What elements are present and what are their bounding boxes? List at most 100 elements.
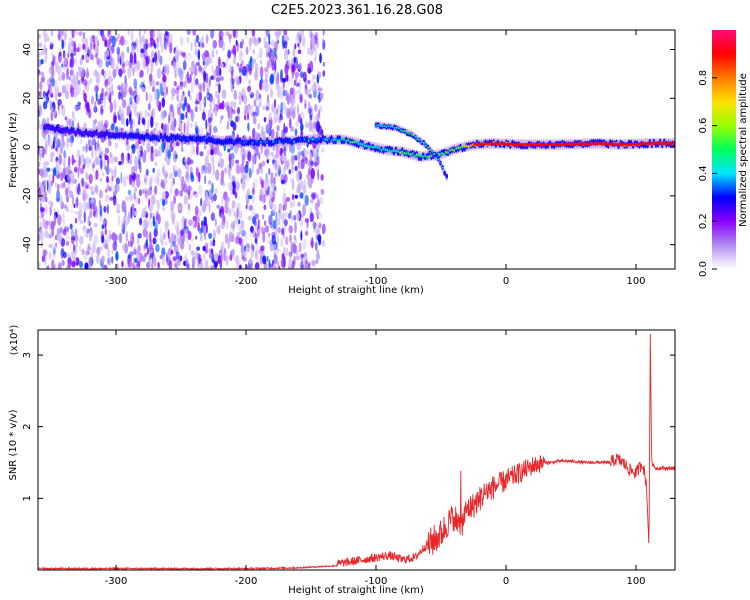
main-ridge-core [320, 139, 323, 142]
noise-speckle [288, 258, 292, 269]
noise-speckle [294, 221, 297, 234]
noise-speckle [285, 247, 289, 257]
noise-speckle [255, 69, 259, 78]
noise-speckle [185, 164, 190, 172]
noise-speckle [60, 226, 63, 234]
main-ridge-core [420, 154, 422, 158]
main-ridge-core [160, 136, 162, 140]
noise-speckle [213, 253, 219, 262]
noise-speckle [99, 177, 103, 182]
noise-speckle [306, 89, 310, 97]
main-ridge-core [189, 136, 192, 140]
noise-speckle [81, 66, 85, 79]
noise-speckle [289, 76, 294, 84]
noise-speckle [202, 245, 206, 252]
noise-speckle [303, 149, 308, 158]
noise-speckle [190, 122, 193, 129]
noise-speckle [265, 30, 269, 38]
noise-speckle [256, 37, 260, 46]
noise-speckle [112, 199, 117, 207]
noise-speckle [139, 37, 142, 50]
main-ridge-core [295, 139, 298, 143]
main-ridge-core [303, 137, 306, 141]
noise-speckle [58, 51, 62, 57]
noise-speckle [265, 125, 268, 131]
noise-speckle [131, 65, 134, 73]
noise-speckle [85, 193, 89, 200]
noise-speckle [204, 163, 207, 175]
noise-speckle [264, 67, 269, 72]
noise-speckle [311, 74, 314, 83]
noise-speckle [100, 158, 103, 170]
noise-speckle [156, 168, 161, 178]
noise-speckle [52, 140, 55, 149]
noise-speckle [205, 119, 208, 130]
noise-speckle [289, 117, 292, 129]
noise-speckle [99, 150, 104, 156]
spectrogram-cells [38, 30, 675, 269]
main-ridge-core [230, 141, 233, 145]
noise-speckle [79, 68, 82, 78]
noise-speckle [208, 248, 213, 254]
noise-speckle [126, 118, 129, 127]
main-ridge-core [282, 140, 285, 144]
noise-speckle [271, 196, 275, 203]
noise-speckle [76, 159, 81, 168]
noise-speckle [77, 184, 81, 193]
noise-speckle [233, 211, 236, 217]
main-ridge-core [316, 139, 318, 143]
noise-speckle [241, 88, 246, 96]
noise-speckle [118, 39, 121, 45]
noise-speckle [148, 221, 153, 229]
noise-speckle [93, 204, 97, 215]
noise-speckle [275, 159, 278, 172]
noise-speckle [184, 230, 188, 239]
noise-speckle [94, 118, 98, 124]
noise-speckle [299, 30, 305, 37]
noise-speckle [267, 185, 270, 196]
noise-speckle [44, 55, 47, 64]
noise-speckle [305, 259, 308, 264]
noise-speckle [50, 106, 54, 112]
noise-speckle [195, 34, 200, 43]
noise-speckle [245, 245, 248, 254]
noise-speckle [74, 210, 79, 215]
noise-speckle [183, 155, 186, 164]
main-ridge-core [403, 151, 406, 155]
noise-speckle [252, 33, 256, 45]
noise-speckle [247, 151, 252, 162]
noise-speckle [288, 213, 291, 219]
noise-speckle [160, 40, 165, 48]
noise-speckle [166, 252, 168, 263]
noise-speckle [106, 204, 109, 215]
noise-speckle [150, 150, 154, 162]
noise-speckle [208, 77, 211, 87]
noise-speckle [228, 112, 233, 122]
main-ridge-core [338, 139, 341, 142]
noise-speckle [253, 177, 258, 189]
noise-speckle [154, 237, 157, 244]
main-ridge-core [328, 137, 331, 141]
noise-speckle [302, 71, 307, 83]
noise-speckle [308, 182, 313, 189]
noise-speckle [166, 35, 170, 48]
noise-speckle [286, 36, 289, 41]
noise-speckle [212, 193, 217, 202]
noise-speckle [207, 149, 210, 156]
noise-speckle [173, 170, 178, 178]
noise-speckle [302, 37, 306, 48]
noise-speckle [237, 256, 240, 266]
noise-speckle [200, 260, 203, 265]
main-ridge-core [397, 149, 400, 153]
main-ridge-core [164, 136, 167, 139]
noise-speckle [134, 59, 137, 65]
main-ridge-core [51, 127, 54, 131]
noise-speckle [252, 244, 255, 252]
noise-speckle [242, 65, 247, 77]
noise-speckle [300, 219, 303, 228]
noise-speckle [86, 228, 91, 234]
noise-speckle [265, 74, 268, 83]
noise-speckle [285, 47, 288, 56]
noise-speckle [95, 70, 98, 78]
main-ridge-core [234, 139, 237, 143]
